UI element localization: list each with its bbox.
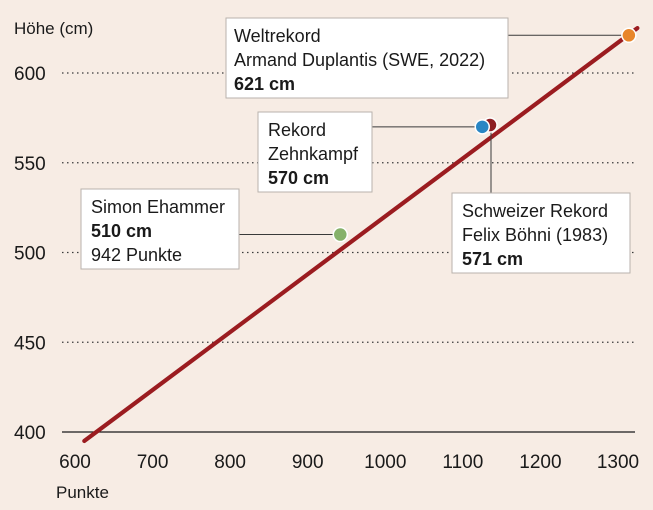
y-tick-label-400: 400 [14, 423, 46, 444]
y-axis-title: Höhe (cm) [14, 19, 93, 38]
annotation-zehnkampf-value: 570 cm [268, 168, 329, 188]
annotation-ehammer-extra: 942 Punkte [91, 245, 182, 265]
highlight-points [332, 27, 637, 243]
x-tick-label-1000: 1000 [364, 452, 406, 473]
annotation-schweiz-line1: Schweizer Rekord [462, 201, 608, 221]
series-layer [82, 26, 640, 444]
y-tick-label-600: 600 [14, 64, 46, 85]
annotation-ehammer-line1: Simon Ehammer [91, 197, 225, 217]
annotation-connectors [239, 34, 629, 236]
x-tick-label-800: 800 [214, 452, 246, 473]
annotation-zehnkampf: Rekord Zehnkampf 570 cm [257, 111, 373, 193]
y-tick-label-450: 450 [14, 333, 46, 354]
annotation-schweiz-line2: Felix Böhni (1983) [462, 225, 608, 245]
y-tick-label-550: 550 [14, 154, 46, 175]
x-tick-label-1300: 1300 [597, 452, 639, 473]
annotation-weltrekord-line1: Weltrekord [234, 26, 321, 46]
x-axis: 600 700 800 900 1000 1100 1200 1300 [59, 431, 639, 473]
annotation-zehnkampf-line1: Rekord [268, 120, 326, 140]
annotation-ehammer: Simon Ehammer 510 cm 942 Punkte [80, 188, 240, 270]
annotation-weltrekord-line2: Armand Duplantis (SWE, 2022) [234, 50, 485, 70]
annotation-weltrekord-value: 621 cm [234, 74, 295, 94]
x-tick-label-700: 700 [137, 452, 169, 473]
point-ehammer [332, 226, 349, 243]
x-tick-label-1200: 1200 [519, 452, 561, 473]
y-tick-label-500: 500 [14, 244, 46, 265]
annotation-schweiz-value: 571 cm [462, 249, 523, 269]
point-weltrekord [621, 27, 637, 44]
x-axis-title: Punkte [56, 483, 109, 502]
x-tick-label-900: 900 [292, 452, 324, 473]
annotation-zehnkampf-line2: Zehnkampf [268, 144, 359, 164]
series-line-0 [82, 26, 640, 444]
annotation-ehammer-value: 510 cm [91, 221, 152, 241]
x-tick-label-1100: 1100 [442, 452, 483, 473]
annotation-weltrekord: Weltrekord Armand Duplantis (SWE, 2022) … [225, 17, 509, 99]
point-zehnkampf [474, 119, 490, 135]
x-tick-label-600: 600 [59, 452, 91, 473]
annotation-schweiz: Schweizer Rekord Felix Böhni (1983) 571 … [451, 192, 631, 274]
